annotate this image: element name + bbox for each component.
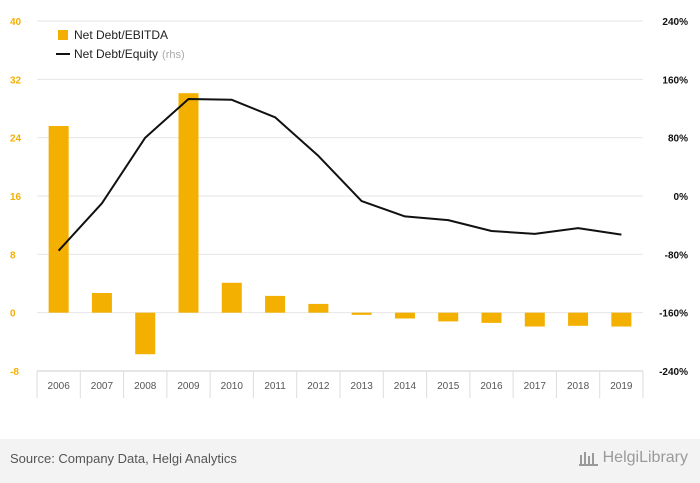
footer: Source: Company Data, Helgi Analytics He… xyxy=(0,439,700,483)
right-axis-tick-label: -80% xyxy=(665,250,688,261)
category-label: 2011 xyxy=(264,381,286,392)
bar-net-debt-ebitda xyxy=(351,312,372,315)
legend-label-net-debt-ebitda: Net Debt/EBITDA xyxy=(74,28,168,42)
category-label: 2014 xyxy=(394,381,417,392)
bar-net-debt-ebitda xyxy=(135,312,156,355)
category-label: 2008 xyxy=(134,381,157,392)
right-axis-tick-label: -160% xyxy=(659,309,688,320)
left-axis-tick-label: 40 xyxy=(10,17,22,28)
category-label: 2007 xyxy=(91,381,114,392)
left-axis-tick-label: 0 xyxy=(10,309,16,320)
right-axis-tick-label: -240% xyxy=(659,367,688,378)
chart-canvas: 40 240%32 160%24 80%16 0%8 -80%0 -160%-8 -240%2… xyxy=(10,17,689,398)
category-label: 2012 xyxy=(307,381,330,392)
left-axis-tick-label: 16 xyxy=(10,192,22,203)
legend-rhs-note: (rhs) xyxy=(162,49,185,61)
bar-net-debt-ebitda xyxy=(611,312,632,327)
bar-net-debt-ebitda xyxy=(568,312,589,326)
category-label: 2010 xyxy=(221,381,244,392)
right-axis-tick-label: 240% xyxy=(662,17,688,28)
category-label: 2015 xyxy=(437,381,460,392)
category-label: 2006 xyxy=(48,381,71,392)
category-label: 2013 xyxy=(351,381,374,392)
source-note: Source: Company Data, Helgi Analytics xyxy=(10,451,237,466)
bar-net-debt-ebitda xyxy=(178,93,199,313)
bar-net-debt-ebitda xyxy=(394,312,415,319)
category-label: 2016 xyxy=(480,381,503,392)
bar-net-debt-ebitda xyxy=(481,312,502,323)
right-axis-tick-label: 160% xyxy=(662,75,688,86)
bar-net-debt-ebitda xyxy=(438,312,459,322)
bar-net-debt-ebitda xyxy=(91,292,112,313)
category-label: 2009 xyxy=(177,381,200,392)
brand-link[interactable]: HelgiLibrary xyxy=(578,449,688,467)
legend-label-net-debt-equity: Net Debt/Equity (rhs) xyxy=(74,47,185,61)
category-label: 2018 xyxy=(567,381,590,392)
right-axis-tick-label: 80% xyxy=(668,134,688,145)
category-label: 2017 xyxy=(524,381,547,392)
bar-net-debt-ebitda xyxy=(48,126,69,313)
line-net-debt-equity xyxy=(57,98,622,252)
right-axis-tick-label: 0% xyxy=(674,192,689,203)
brand-name: HelgiLibrary xyxy=(602,449,688,466)
bar-net-debt-ebitda xyxy=(265,295,286,313)
left-axis-tick-label: 24 xyxy=(10,134,22,145)
helgi-library-logo-icon xyxy=(578,452,598,466)
category-label: 2019 xyxy=(610,381,633,392)
bar-net-debt-ebitda xyxy=(308,303,329,313)
bar-net-debt-ebitda xyxy=(221,282,242,313)
left-axis-tick-label: 8 xyxy=(10,250,16,261)
left-axis-tick-label: -8 xyxy=(10,367,19,378)
left-axis-tick-label: 32 xyxy=(10,75,22,86)
bar-net-debt-ebitda xyxy=(524,312,545,327)
legend-swatch-net-debt-ebitda xyxy=(58,30,68,40)
